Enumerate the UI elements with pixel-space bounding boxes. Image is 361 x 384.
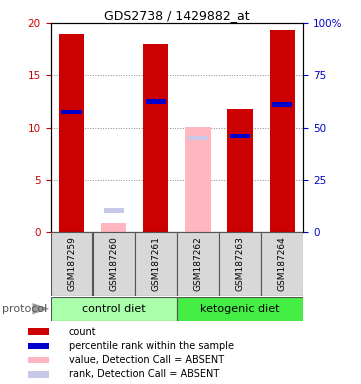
Bar: [59, 33, 84, 232]
Bar: [185, 127, 210, 232]
Bar: [188, 136, 208, 141]
Bar: [93, 232, 135, 296]
Bar: [143, 44, 169, 232]
Bar: [219, 232, 261, 296]
Text: count: count: [69, 327, 96, 337]
Text: GSM187264: GSM187264: [278, 237, 287, 291]
Text: GSM187259: GSM187259: [67, 237, 76, 291]
Text: ketogenic diet: ketogenic diet: [200, 304, 280, 314]
Bar: [146, 99, 166, 104]
Bar: [227, 109, 253, 232]
Bar: [51, 232, 92, 296]
Text: rank, Detection Call = ABSENT: rank, Detection Call = ABSENT: [69, 369, 219, 379]
Bar: [28, 343, 48, 349]
Polygon shape: [32, 303, 49, 314]
Bar: [28, 371, 48, 378]
Bar: [135, 232, 177, 296]
Text: GSM187260: GSM187260: [109, 237, 118, 291]
Bar: [177, 232, 219, 296]
Bar: [28, 328, 48, 335]
Bar: [61, 109, 82, 114]
Bar: [177, 297, 303, 321]
Text: GSM187263: GSM187263: [236, 237, 244, 291]
Text: percentile rank within the sample: percentile rank within the sample: [69, 341, 234, 351]
Title: GDS2738 / 1429882_at: GDS2738 / 1429882_at: [104, 9, 250, 22]
Text: value, Detection Call = ABSENT: value, Detection Call = ABSENT: [69, 355, 224, 365]
Text: GSM187262: GSM187262: [193, 237, 203, 291]
Text: GSM187261: GSM187261: [151, 237, 160, 291]
Bar: [51, 297, 177, 321]
Text: control diet: control diet: [82, 304, 145, 314]
Bar: [101, 223, 126, 232]
Bar: [230, 134, 250, 138]
Bar: [28, 357, 48, 364]
Bar: [272, 102, 292, 107]
Bar: [104, 208, 124, 213]
Bar: [270, 30, 295, 232]
Bar: [261, 232, 303, 296]
Text: protocol: protocol: [2, 304, 47, 314]
